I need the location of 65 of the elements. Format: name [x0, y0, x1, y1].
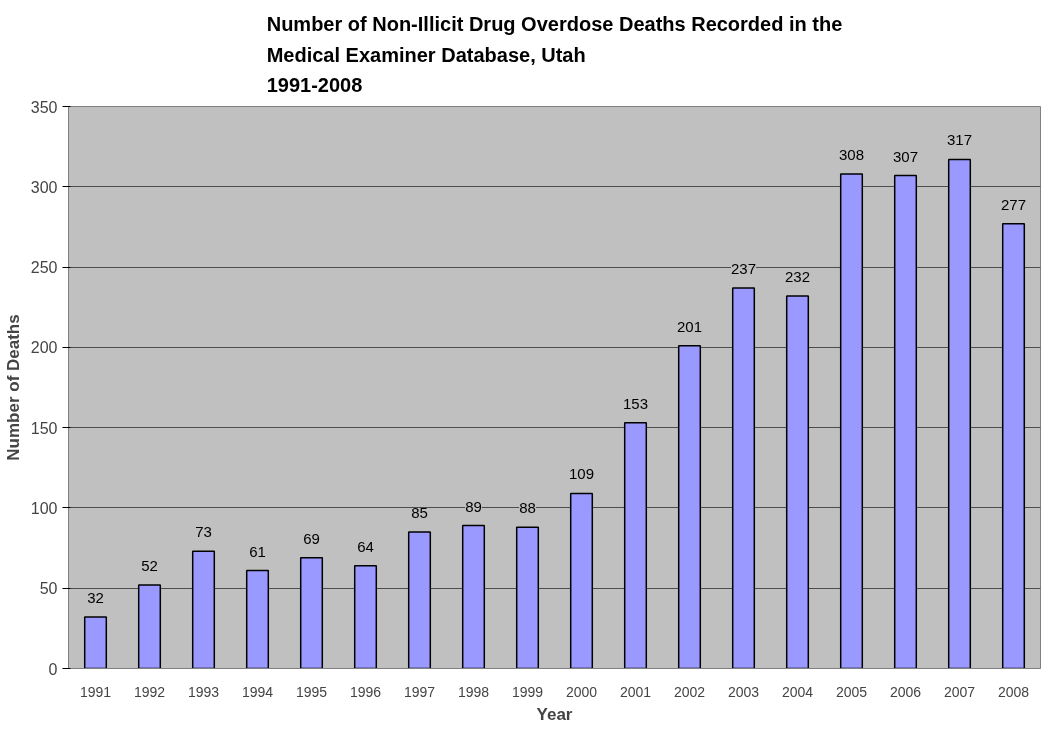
data-label: 64 — [357, 537, 374, 555]
bar — [137, 584, 162, 669]
y-tick-label: 100 — [30, 499, 58, 517]
data-label: 153 — [622, 394, 649, 412]
chart-title: Number of Non-Illicit Drug Overdose Deaths Recorded in the Medical Examiner Database, Utah 1991-2008 — [266, 12, 843, 97]
data-label: 308 — [838, 145, 865, 163]
x-tick-label: 2006 — [889, 683, 922, 700]
data-label: 52 — [141, 557, 158, 574]
bar — [623, 422, 648, 669]
y-tick-label: 0 — [48, 660, 58, 678]
x-tick-label: 1993 — [187, 683, 220, 700]
data-label: 32 — [87, 589, 104, 607]
x-tick-label: 1992 — [133, 683, 166, 700]
x-tick-label: 1997 — [403, 683, 436, 700]
bar — [461, 524, 486, 669]
y-tick-label: 50 — [39, 580, 58, 598]
data-label: 61 — [249, 542, 266, 560]
bar — [839, 173, 864, 669]
bar — [83, 616, 108, 669]
x-tick-label: 2002 — [673, 683, 706, 700]
y-tick-label: 200 — [30, 339, 58, 357]
data-label: 201 — [676, 317, 703, 335]
data-label: 307 — [892, 147, 919, 165]
data-label: 89 — [465, 497, 482, 515]
x-tick-label: 2005 — [835, 683, 868, 700]
x-tick-label: 2004 — [781, 683, 814, 700]
y-tick-label: 250 — [30, 259, 58, 277]
bar — [1001, 222, 1026, 669]
y-tick-label: 150 — [30, 419, 58, 437]
x-tick-label: 2008 — [997, 683, 1030, 700]
data-label: 277 — [1000, 195, 1027, 213]
x-tick-label: 1995 — [295, 683, 328, 700]
bar — [785, 295, 810, 669]
data-label: 109 — [568, 465, 595, 483]
bar — [569, 492, 594, 669]
y-tick-label: 300 — [30, 178, 58, 196]
x-tick-label: 1994 — [241, 683, 274, 700]
bar — [893, 174, 918, 669]
data-label: 237 — [730, 259, 757, 277]
bar — [299, 556, 324, 669]
data-label: 69 — [303, 529, 320, 547]
bar — [245, 569, 270, 669]
bar — [407, 531, 432, 669]
data-label: 85 — [411, 504, 428, 522]
bar — [947, 158, 972, 669]
data-label: 317 — [946, 131, 973, 149]
x-tick-label: 2007 — [943, 683, 976, 700]
x-tick-label: 1999 — [511, 683, 544, 700]
data-label: 232 — [784, 267, 811, 285]
x-tick-label: 2000 — [565, 683, 598, 700]
x-tick-label: 1996 — [349, 683, 382, 700]
y-axis-title: Number of Deaths — [3, 314, 23, 461]
x-axis-title: Year — [536, 704, 573, 724]
x-tick-label: 2001 — [619, 683, 652, 700]
bar — [191, 550, 216, 669]
x-tick-label: 1991 — [79, 683, 112, 700]
y-tick-label: 350 — [30, 98, 58, 116]
bar — [515, 526, 540, 669]
data-label: 73 — [195, 523, 212, 541]
x-tick-label: 1998 — [457, 683, 490, 700]
bar — [731, 287, 756, 669]
bar — [677, 345, 702, 669]
x-tick-label: 2003 — [727, 683, 760, 700]
data-label: 88 — [519, 499, 536, 517]
bar — [353, 564, 378, 669]
